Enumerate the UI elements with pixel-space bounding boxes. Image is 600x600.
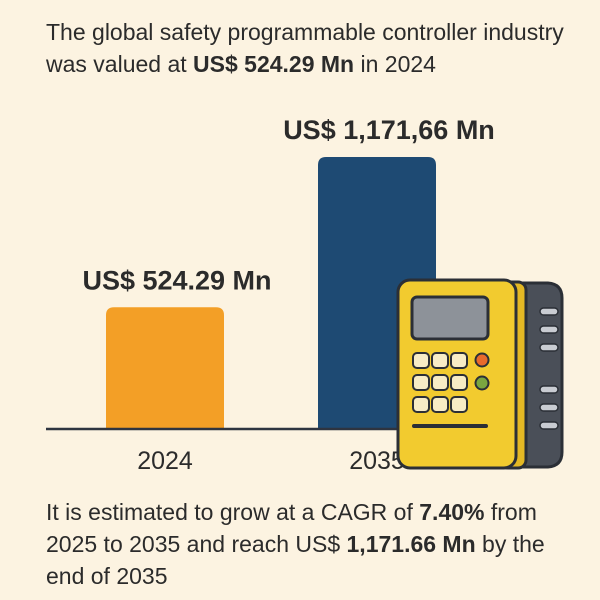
x-tick-label-2024: 2024	[137, 447, 193, 475]
data-label-2024: US$ 524.29 Mn	[82, 265, 271, 295]
bar-2024	[106, 307, 224, 429]
headline-suffix: in 2024	[354, 51, 436, 77]
headline: The global safety programmable controlle…	[46, 16, 576, 80]
headline-value: US$ 524.29 Mn	[193, 51, 355, 77]
footer-part3: by the end of 2035	[46, 531, 545, 589]
headline-prefix: The global safety programmable controlle…	[46, 19, 564, 77]
footer-value: 1,171.66 Mn	[346, 531, 476, 557]
data-label-2035: US$ 1,171,66 Mn	[283, 115, 495, 145]
footer-part2: from 2025 to 2035 and reach US$	[46, 499, 537, 557]
footer-part1: It is estimated to grow at a CAGR of	[46, 499, 420, 525]
programmable-controller-icon	[396, 278, 564, 470]
footer-text: It is estimated to grow at a CAGR of 7.4…	[46, 496, 576, 592]
footer-cagr: 7.40%	[419, 499, 485, 525]
x-tick-label-2035: 2035	[349, 447, 405, 475]
